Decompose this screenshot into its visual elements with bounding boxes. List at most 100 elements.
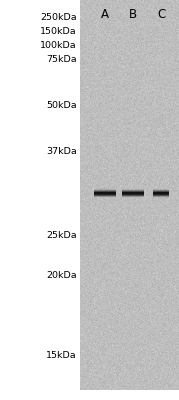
Bar xyxy=(153,197,169,198)
Bar xyxy=(94,193,116,194)
Bar xyxy=(122,198,144,199)
Bar xyxy=(94,187,116,188)
Bar xyxy=(122,193,144,194)
Bar xyxy=(122,194,144,195)
Bar xyxy=(94,195,116,196)
Bar xyxy=(94,187,116,188)
Bar xyxy=(122,197,144,198)
Text: 25kDa: 25kDa xyxy=(46,230,77,240)
Bar xyxy=(122,187,144,188)
Text: 50kDa: 50kDa xyxy=(46,100,77,110)
Bar xyxy=(122,189,144,190)
Bar xyxy=(94,194,116,195)
Bar xyxy=(122,189,144,190)
Bar xyxy=(153,188,169,189)
Bar xyxy=(153,199,169,200)
Bar xyxy=(153,197,169,198)
Text: 15kDa: 15kDa xyxy=(46,350,77,360)
Bar xyxy=(122,196,144,197)
Bar xyxy=(122,192,144,193)
Text: A: A xyxy=(101,8,109,21)
Bar xyxy=(94,195,116,196)
Bar xyxy=(94,196,116,197)
Bar xyxy=(122,188,144,189)
Bar xyxy=(153,189,169,190)
Bar xyxy=(153,193,169,194)
Bar xyxy=(94,198,116,199)
Bar xyxy=(153,190,169,191)
Bar xyxy=(94,191,116,192)
Bar xyxy=(122,198,144,199)
Bar xyxy=(122,196,144,197)
Bar xyxy=(153,188,169,189)
Bar xyxy=(153,198,169,199)
Bar xyxy=(94,189,116,190)
Bar xyxy=(94,198,116,199)
Bar xyxy=(153,188,169,189)
Bar xyxy=(94,194,116,195)
Bar xyxy=(153,195,169,196)
Bar xyxy=(94,190,116,191)
Bar xyxy=(94,189,116,190)
Bar xyxy=(153,196,169,198)
Bar xyxy=(153,196,169,197)
Bar xyxy=(122,187,144,188)
Text: 37kDa: 37kDa xyxy=(46,148,77,156)
Text: 75kDa: 75kDa xyxy=(46,56,77,64)
Bar xyxy=(94,196,116,197)
Text: 20kDa: 20kDa xyxy=(46,270,77,280)
Bar xyxy=(153,194,169,195)
Bar xyxy=(122,194,144,195)
Bar xyxy=(153,192,169,193)
Bar xyxy=(122,193,144,194)
Bar xyxy=(94,188,116,189)
Bar xyxy=(153,191,169,192)
Bar xyxy=(94,188,116,189)
Bar xyxy=(122,192,144,193)
Bar xyxy=(153,189,169,190)
Bar xyxy=(153,187,169,188)
Bar xyxy=(94,194,116,195)
Bar xyxy=(94,192,116,193)
Bar xyxy=(94,197,116,198)
Bar xyxy=(153,190,169,191)
Bar xyxy=(122,188,144,189)
Bar xyxy=(94,188,116,189)
Bar xyxy=(94,199,116,200)
Bar xyxy=(122,190,144,191)
Bar xyxy=(153,198,169,199)
Bar xyxy=(153,193,169,194)
Bar xyxy=(153,187,169,188)
Bar xyxy=(122,190,144,192)
Bar xyxy=(122,190,144,191)
Bar xyxy=(153,191,169,192)
Bar xyxy=(153,190,169,192)
Bar xyxy=(122,195,144,196)
Text: 150kDa: 150kDa xyxy=(40,28,77,36)
Text: 100kDa: 100kDa xyxy=(40,42,77,50)
Bar xyxy=(122,188,144,189)
Bar xyxy=(122,191,144,192)
Bar xyxy=(153,192,169,193)
Text: C: C xyxy=(157,8,165,21)
Text: 250kDa: 250kDa xyxy=(40,14,77,22)
Bar xyxy=(94,192,116,193)
Bar xyxy=(122,191,144,192)
Bar xyxy=(122,196,144,198)
Bar xyxy=(94,193,116,194)
Bar xyxy=(94,197,116,198)
Bar xyxy=(153,196,169,197)
Bar xyxy=(122,194,144,195)
Bar xyxy=(94,190,116,191)
Text: B: B xyxy=(129,8,137,21)
Bar xyxy=(94,191,116,192)
Bar xyxy=(122,199,144,200)
Bar xyxy=(94,193,116,194)
Bar xyxy=(153,194,169,195)
Bar xyxy=(153,193,169,194)
Bar xyxy=(94,190,116,192)
Bar xyxy=(122,195,144,196)
Bar xyxy=(153,195,169,196)
Bar xyxy=(122,197,144,198)
Bar xyxy=(153,194,169,195)
